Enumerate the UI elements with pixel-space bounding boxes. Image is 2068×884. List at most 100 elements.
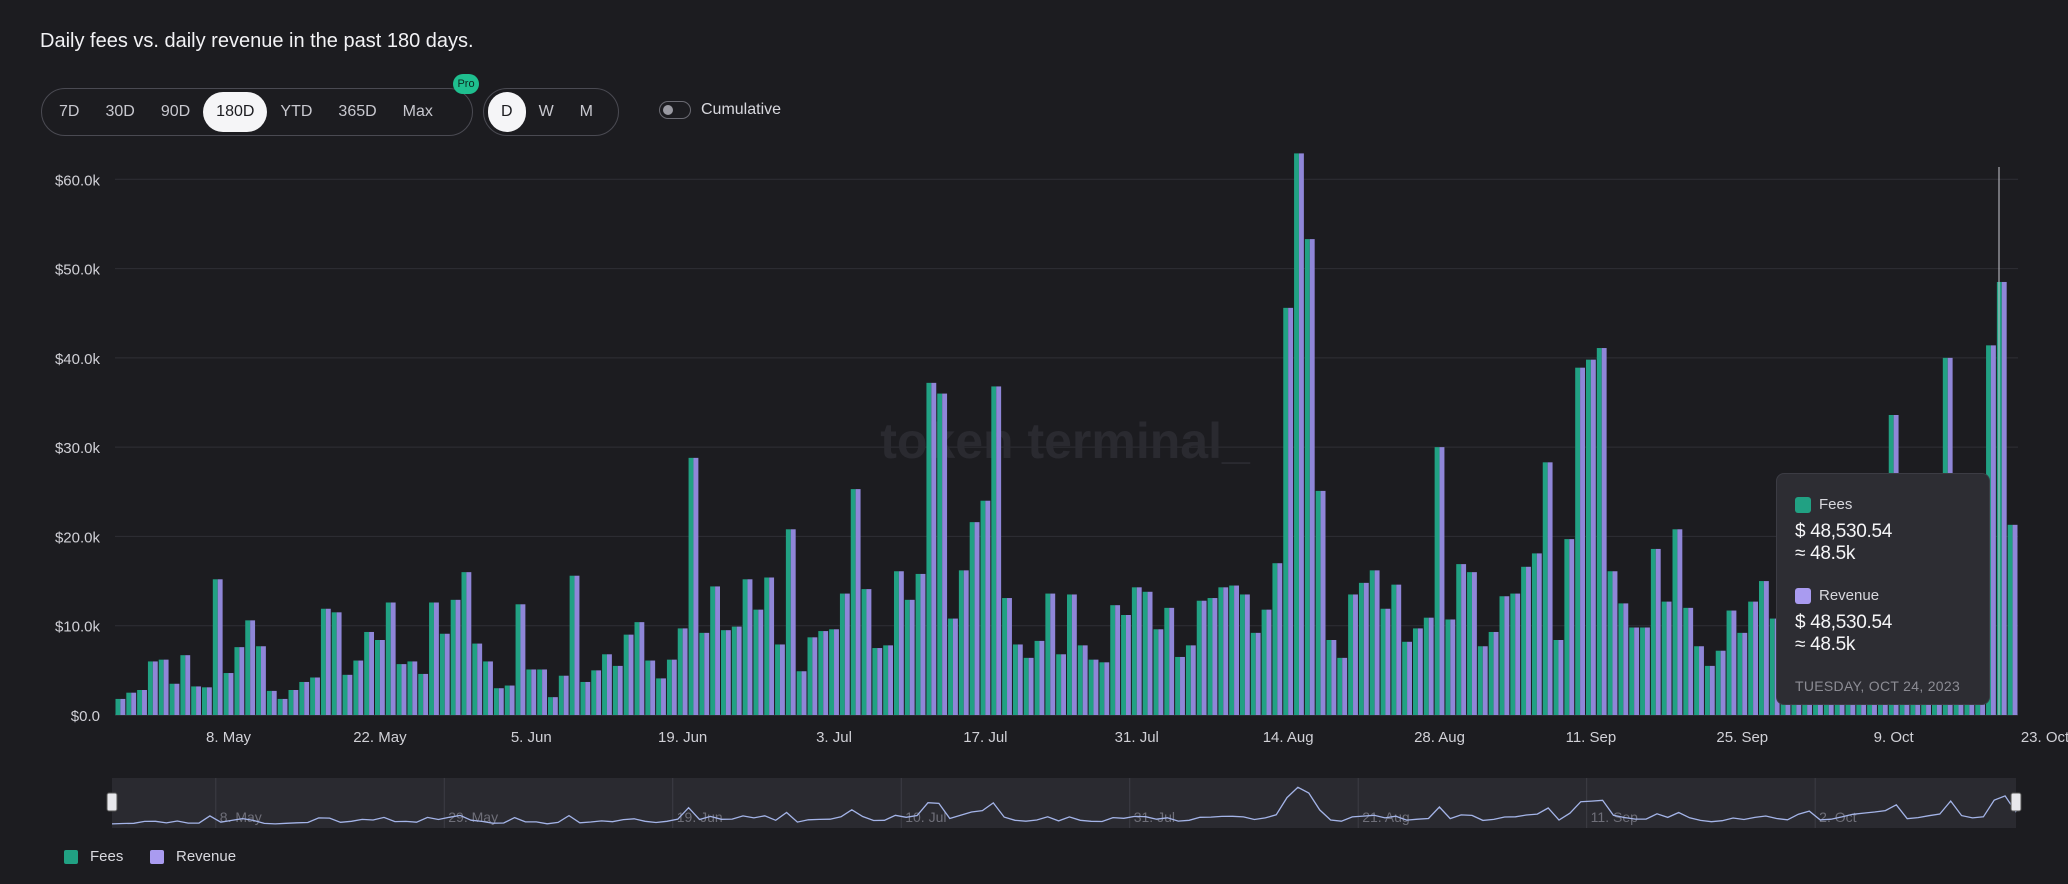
bar-pair[interactable] — [320, 608, 331, 715]
bar-pair[interactable] — [429, 602, 439, 716]
bar-pair[interactable] — [580, 681, 591, 715]
bar-pair[interactable] — [1315, 490, 1326, 715]
bar-pair[interactable] — [1596, 348, 1607, 715]
bar-pair[interactable] — [1358, 582, 1369, 715]
bar-pair[interactable] — [1369, 570, 1380, 715]
bar-pair[interactable] — [937, 393, 948, 715]
bar-pair[interactable] — [1175, 656, 1185, 715]
bar-pair[interactable] — [634, 622, 645, 715]
bar-pair[interactable] — [721, 630, 731, 715]
bar-pair[interactable] — [1261, 609, 1272, 715]
bar-pair[interactable] — [612, 665, 623, 715]
bar-pair[interactable] — [1067, 594, 1077, 715]
bar-pair[interactable] — [385, 602, 396, 716]
bar-pair[interactable] — [666, 659, 677, 715]
bar-pair[interactable] — [364, 631, 374, 715]
bar-pair[interactable] — [915, 573, 926, 715]
bar-pair[interactable] — [753, 609, 764, 715]
bar-pair[interactable] — [310, 677, 320, 716]
bar-pair[interactable] — [1391, 584, 1402, 715]
bar-pair[interactable] — [591, 670, 602, 715]
bar-pair[interactable] — [1207, 598, 1218, 715]
bar-pair[interactable] — [969, 522, 980, 715]
bar-pair[interactable] — [796, 671, 807, 715]
bar-pair[interactable] — [266, 690, 277, 715]
bar-pair[interactable] — [1445, 619, 1456, 715]
bar-pair[interactable] — [904, 599, 915, 715]
bar-pair[interactable] — [850, 489, 861, 715]
bar-pair[interactable] — [926, 382, 937, 715]
bar-pair[interactable] — [1283, 307, 1294, 715]
bar-pair[interactable] — [872, 648, 883, 715]
bar-pair[interactable] — [526, 669, 537, 715]
granularity-option-week[interactable]: W — [538, 103, 554, 120]
bar-pair[interactable] — [1650, 548, 1661, 715]
bar-pair[interactable] — [558, 675, 569, 715]
bar-pair[interactable] — [645, 660, 656, 715]
bar-pair[interactable] — [1715, 650, 1726, 715]
bar-pair[interactable] — [1661, 601, 1672, 715]
bar-pair[interactable] — [1531, 553, 1542, 715]
bar-pair[interactable] — [1477, 646, 1488, 715]
bar-pair[interactable] — [202, 687, 212, 715]
bar-pair[interactable] — [1002, 598, 1012, 715]
bar-pair[interactable] — [883, 645, 893, 715]
bar-pair[interactable] — [1294, 153, 1304, 716]
bar-pair[interactable] — [818, 631, 829, 715]
bar-pair[interactable] — [342, 674, 353, 715]
bar-pair[interactable] — [180, 655, 191, 715]
bar-pair[interactable] — [1023, 657, 1034, 715]
bar-pair[interactable] — [1012, 644, 1023, 715]
bar-pair[interactable] — [569, 575, 580, 715]
bar-pair[interactable] — [256, 646, 266, 715]
bar-pair[interactable] — [1121, 615, 1131, 715]
bar-pair[interactable] — [861, 589, 872, 715]
range-option-max[interactable]: Max — [402, 103, 433, 120]
bar-pair[interactable] — [839, 593, 850, 715]
bar-pair[interactable] — [1683, 607, 1694, 715]
bar-pair[interactable] — [1510, 593, 1521, 715]
range-navigator[interactable]: 8. May 29. May 19. Jun 10. Jul 31. Jul 21. Au… — [106, 778, 2022, 828]
bar-pair[interactable] — [1434, 447, 1445, 715]
bar-pair[interactable] — [656, 678, 666, 715]
bar-pair[interactable] — [1110, 605, 1121, 715]
bar-pair[interactable] — [353, 660, 364, 715]
bar-pair[interactable] — [537, 669, 547, 715]
bar-pair[interactable] — [137, 690, 147, 715]
bar-pair[interactable] — [1153, 629, 1164, 715]
bar-pair[interactable] — [418, 673, 429, 715]
bar-pair[interactable] — [1748, 601, 1758, 715]
bar-pair[interactable] — [764, 577, 775, 716]
granularity-option-day[interactable]: D — [488, 92, 526, 132]
bar-pair[interactable] — [1542, 462, 1553, 715]
bar-pair[interactable] — [169, 683, 180, 715]
bar-pair[interactable] — [472, 643, 483, 715]
bar-pair[interactable] — [1196, 600, 1207, 715]
bar-pair[interactable] — [1380, 608, 1391, 715]
bar-pair[interactable] — [483, 661, 493, 715]
granularity-option-month[interactable]: M — [579, 103, 593, 120]
bar-pair[interactable] — [1326, 640, 1337, 715]
bar-pair[interactable] — [1694, 646, 1704, 715]
bar-pair[interactable] — [396, 664, 407, 715]
range-option-7d[interactable]: 7D — [59, 103, 80, 120]
bar-pair[interactable] — [1521, 566, 1531, 715]
bar-pair[interactable] — [158, 659, 169, 715]
bar-pair[interactable] — [1218, 587, 1229, 715]
bar-pair[interactable] — [742, 579, 753, 715]
bar-pair[interactable] — [710, 586, 720, 715]
bar-pair[interactable] — [958, 570, 969, 715]
bar-pair[interactable] — [461, 572, 472, 715]
bar-pair[interactable] — [785, 529, 796, 715]
bar-pair[interactable] — [894, 571, 904, 715]
bar-pair[interactable] — [407, 661, 418, 715]
bar-pair[interactable] — [1164, 607, 1175, 715]
bar-pair[interactable] — [212, 579, 223, 715]
bar-pair[interactable] — [1045, 593, 1056, 715]
cumulative-toggle[interactable] — [659, 101, 691, 119]
bar-pair[interactable] — [1672, 529, 1683, 715]
bar-pair[interactable] — [829, 629, 839, 715]
bar-pair[interactable] — [223, 673, 234, 715]
bar-pair[interactable] — [277, 698, 288, 715]
bar-pair[interactable] — [1618, 603, 1629, 715]
